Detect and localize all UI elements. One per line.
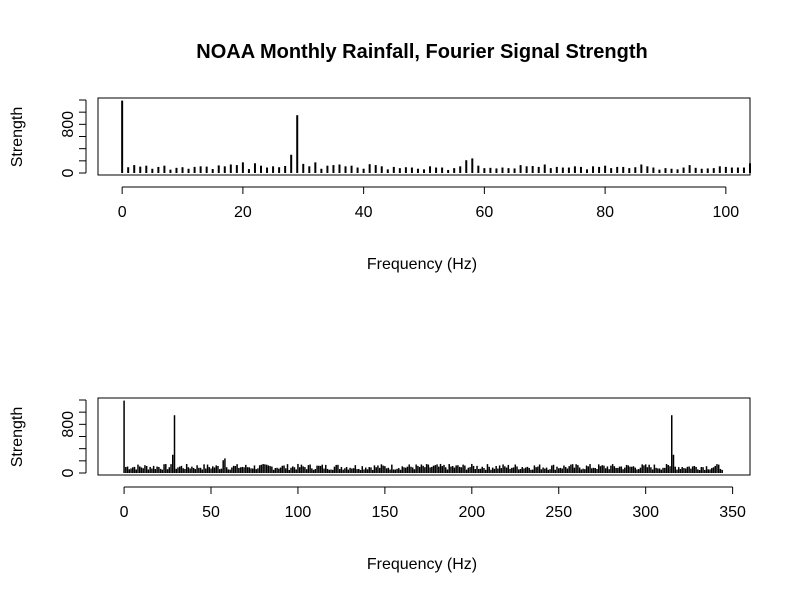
- bottom-x-tick-label: 100: [285, 504, 312, 521]
- top-plot-frame: [97, 97, 751, 176]
- bottom-panel: 0 50 100 150 200 250 300 350 0 800 Frequency (Hz…: [9, 397, 751, 573]
- top-x-tick-label: 100: [713, 204, 740, 221]
- bottom-x-tick-label: 200: [458, 504, 485, 521]
- bottom-plot-frame: [97, 397, 751, 476]
- bottom-x-tick-label: 350: [719, 504, 746, 521]
- top-y-axis: 0 800: [60, 99, 87, 177]
- top-x-tick-label: 0: [118, 204, 127, 221]
- bottom-x-tick-label: 150: [372, 504, 399, 521]
- bottom-x-axis: 0 50 100 150 200 250 300 350: [120, 486, 746, 521]
- bottom-y-tick-label: 0: [60, 468, 77, 477]
- bottom-y-axis: 0 800: [60, 399, 87, 477]
- top-x-tick-label: 60: [475, 204, 493, 221]
- top-panel: 0 20 40 60 80 100 0 800 Frequency (Hz) Strengt…: [9, 97, 751, 273]
- top-x-tick-label: 80: [596, 204, 614, 221]
- top-y-tick-label: 0: [60, 168, 77, 177]
- bottom-bars: [123, 400, 723, 473]
- top-bars: [121, 100, 751, 173]
- bottom-x-tick-label: 250: [545, 504, 572, 521]
- bottom-x-axis-label: Frequency (Hz): [367, 556, 477, 573]
- bottom-x-tick-label: 50: [202, 504, 220, 521]
- bottom-x-tick-label: 300: [632, 504, 659, 521]
- top-x-axis-label: Frequency (Hz): [367, 256, 477, 273]
- top-x-axis: 0 20 40 60 80 100: [118, 186, 740, 221]
- top-y-axis-label: Strength: [9, 107, 26, 167]
- top-x-tick-label: 40: [355, 204, 373, 221]
- bottom-y-axis-label: Strength: [9, 407, 26, 467]
- bottom-y-tick-label: 800: [60, 411, 77, 438]
- top-y-tick-label: 800: [60, 111, 77, 138]
- bottom-x-tick-label: 0: [120, 504, 129, 521]
- chart-title: NOAA Monthly Rainfall, Fourier Signal St…: [196, 41, 648, 63]
- top-x-tick-label: 20: [234, 204, 252, 221]
